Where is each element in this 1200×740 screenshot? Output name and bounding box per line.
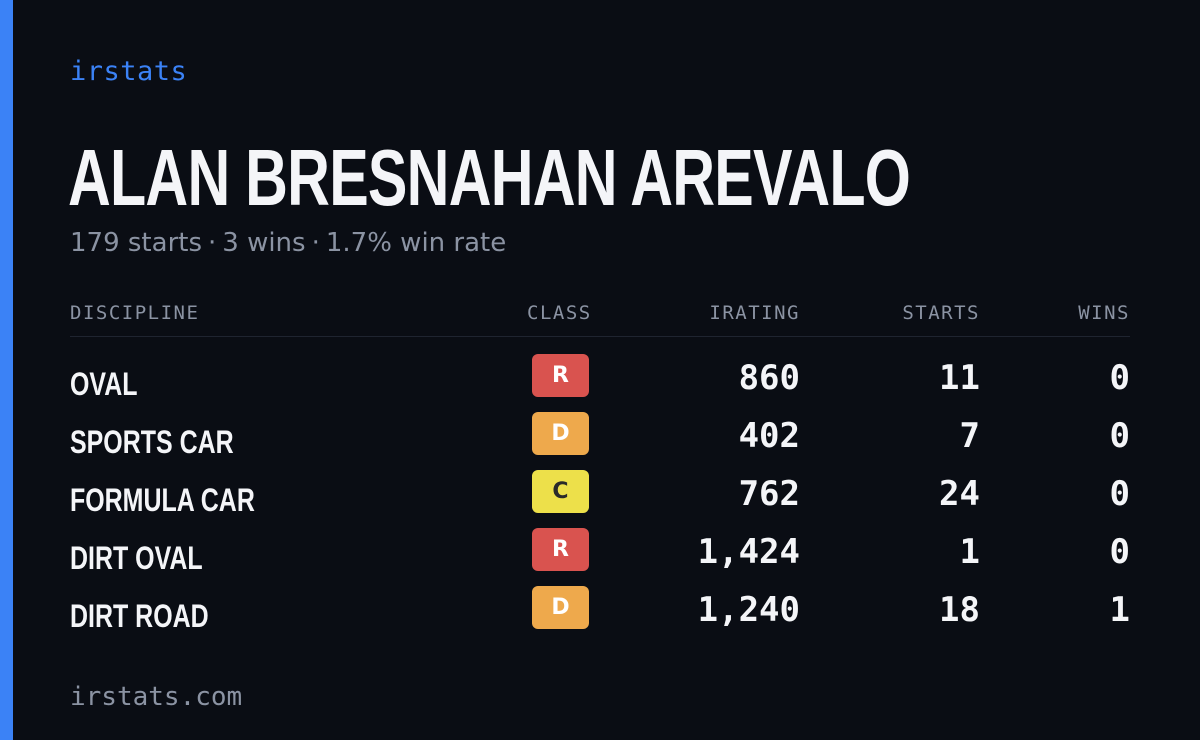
win-rate: 1.7% win rate — [325, 228, 507, 258]
discipline-name: DIRT OVAL — [70, 540, 203, 576]
starts-value: 18 — [939, 590, 980, 630]
table-row: OVAL R 860 11 0 — [70, 354, 1130, 412]
separator: · — [311, 228, 320, 258]
wins-value: 0 — [1109, 416, 1130, 456]
irating-value: 1,424 — [697, 532, 800, 572]
discipline-name: SPORTS CAR — [70, 424, 234, 460]
starts-value: 24 — [939, 474, 980, 514]
header-discipline: DISCIPLINE — [70, 302, 200, 324]
irating-value: 762 — [738, 474, 800, 514]
discipline-name: DIRT ROAD — [70, 598, 209, 634]
class-badge: R — [532, 528, 589, 571]
class-badge: D — [532, 412, 589, 455]
class-badge: D — [532, 586, 589, 629]
starts-value: 11 — [939, 358, 980, 398]
wins-value: 0 — [1109, 532, 1130, 572]
starts-value: 1 — [959, 532, 980, 572]
wins-value: 0 — [1109, 474, 1130, 514]
driver-summary: 179 starts · 3 wins · 1.7% win rate — [70, 228, 506, 258]
header-starts: STARTS — [902, 302, 980, 324]
wins-value: 0 — [1109, 358, 1130, 398]
irating-value: 860 — [738, 358, 800, 398]
table-row: DIRT ROAD D 1,240 18 1 — [70, 586, 1130, 644]
separator: · — [208, 228, 217, 258]
class-badge: R — [532, 354, 589, 397]
starts-value: 7 — [959, 416, 980, 456]
wins-value: 1 — [1109, 590, 1130, 630]
table-row: FORMULA CAR C 762 24 0 — [70, 470, 1130, 528]
accent-bar — [0, 0, 13, 740]
header-class: CLASS — [527, 302, 592, 324]
brand-logo: irstats — [70, 56, 188, 87]
discipline-name: OVAL — [70, 366, 138, 402]
irating-value: 1,240 — [697, 590, 800, 630]
table-row: DIRT OVAL R 1,424 1 0 — [70, 528, 1130, 586]
discipline-table: OVAL R 860 11 0 SPORTS CAR D 402 7 0 FOR… — [70, 354, 1130, 644]
header-irating: IRATING — [709, 302, 800, 324]
header-wins: WINS — [1078, 302, 1130, 324]
driver-name: ALAN BRESNAHAN AREVALO — [68, 133, 911, 222]
discipline-name: FORMULA CAR — [70, 482, 255, 518]
table-header: DISCIPLINE CLASS IRATING STARTS WINS — [70, 300, 1130, 337]
wins-count: 3 wins — [222, 228, 306, 258]
class-badge: C — [532, 470, 589, 513]
starts-count: 179 starts — [70, 228, 202, 258]
irating-value: 402 — [738, 416, 800, 456]
table-row: SPORTS CAR D 402 7 0 — [70, 412, 1130, 470]
footer-url[interactable]: irstats.com — [70, 682, 243, 712]
